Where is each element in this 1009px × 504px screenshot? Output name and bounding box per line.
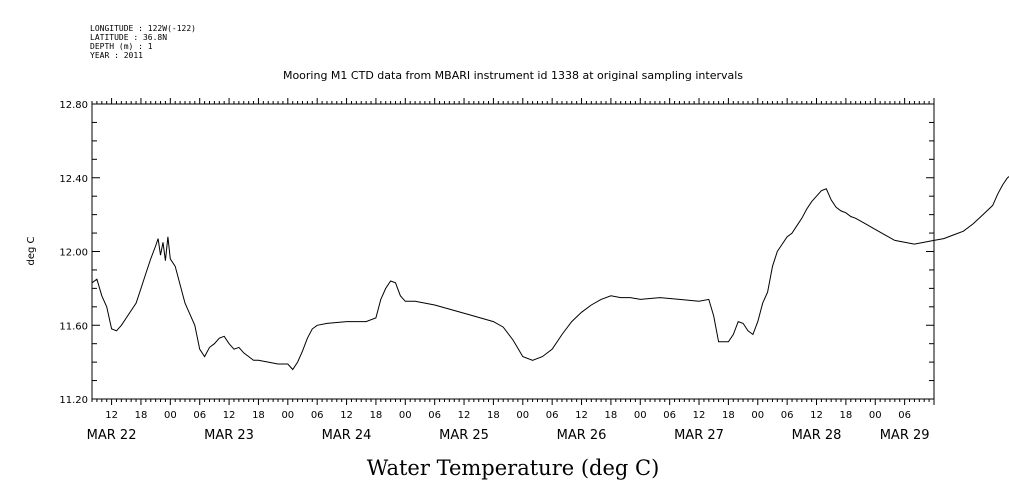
meta-depth: DEPTH (m) : 1 [90,42,153,51]
x-tick-label: 06 [311,410,324,421]
x-axis: 12 18 00 06 12 18 00 06 12 18 00 06 12 18 00 06 12 18 00 06… [87,98,935,443]
temperature-series-line [91,175,1009,371]
x-date-label: MAR 27 [674,428,724,443]
y-tick-label: 11.20 [59,395,88,406]
x-tick-label: 18 [605,410,618,421]
chart-title: Mooring M1 CTD data from MBARI instrumen… [283,69,743,82]
x-tick-label: 12 [575,410,588,421]
x-tick-label: 00 [751,410,764,421]
x-tick-label: 18 [252,410,265,421]
x-tick-label: 06 [663,410,676,421]
meta-block: LONGITUDE : 122W(-122) LATITUDE : 36.8N … [90,24,196,60]
x-tick-label: 12 [105,410,118,421]
x-tick-label: 18 [722,410,735,421]
x-tick-label: 12 [458,410,471,421]
x-tick-label: 00 [281,410,294,421]
x-tick-label: 06 [546,410,559,421]
x-date-label: MAR 25 [439,428,489,443]
plot-frame [91,103,935,400]
x-date-label: MAR 28 [792,428,842,443]
x-tick-label: 06 [428,410,441,421]
x-date-label: MAR 29 [880,428,930,443]
x-axis-label: Water Temperature (deg C) [367,456,660,480]
x-date-label: MAR 23 [204,428,254,443]
x-tick-label: 00 [164,410,177,421]
y-axis-label: deg C [26,236,37,265]
meta-latitude: LATITUDE : 36.8N [90,33,167,42]
y-tick-label: 11.60 [59,321,88,332]
x-tick-label: 12 [340,410,353,421]
y-axis: 11.20 11.60 12.00 12.40 12.80 [59,100,934,406]
x-tick-label: 18 [840,410,853,421]
x-tick-label: 12 [693,410,706,421]
x-tick-label: 18 [370,410,383,421]
meta-longitude: LONGITUDE : 122W(-122) [90,24,196,33]
x-tick-label: 00 [869,410,882,421]
x-tick-label: 12 [223,410,236,421]
x-tick-label: 00 [399,410,412,421]
x-tick-label: 00 [634,410,647,421]
y-tick-label: 12.40 [59,174,88,185]
x-tick-label: 06 [781,410,794,421]
x-tick-label: 06 [898,410,911,421]
x-date-label: MAR 26 [557,428,607,443]
y-tick-label: 12.80 [59,100,88,111]
x-tick-label: 18 [135,410,148,421]
x-date-label: MAR 22 [87,428,137,443]
x-tick-label: 12 [810,410,823,421]
x-tick-label: 18 [487,410,500,421]
y-tick-label: 12.00 [59,248,88,259]
x-tick-label: 00 [516,410,529,421]
x-date-label: MAR 24 [322,428,372,443]
series-group [91,175,1009,371]
x-tick-label: 06 [193,410,206,421]
meta-year: YEAR : 2011 [90,51,143,60]
